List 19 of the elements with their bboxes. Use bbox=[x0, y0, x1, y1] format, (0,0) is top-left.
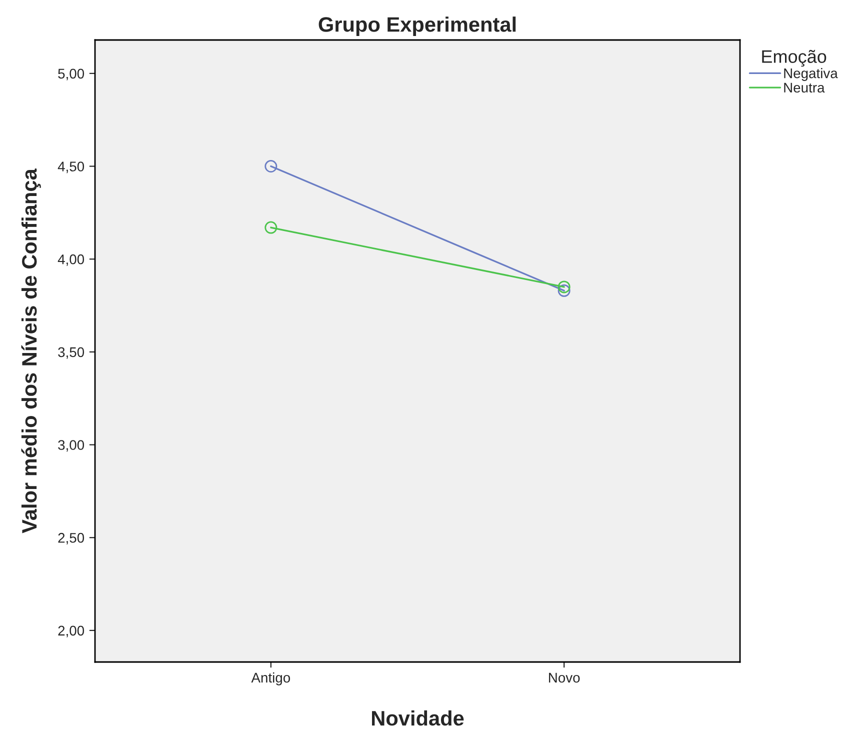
x-tick-label: Antigo bbox=[251, 672, 290, 686]
y-tick-label: 3,50 bbox=[58, 347, 84, 359]
point bbox=[558, 280, 570, 294]
y-tick-label: 4,50 bbox=[58, 162, 84, 174]
point bbox=[558, 284, 570, 297]
y-axis-title: Valor médio dos Níveis de Confiança bbox=[21, 168, 41, 534]
x-axis-title: Novidade bbox=[372, 710, 464, 726]
point bbox=[264, 160, 278, 173]
chart-title: Grupo Experimental bbox=[318, 16, 516, 36]
legend-label: Neutra bbox=[784, 82, 825, 93]
legend-title: Emoção bbox=[762, 50, 826, 67]
y-tick-label: 2,00 bbox=[58, 626, 84, 638]
point bbox=[264, 221, 278, 234]
y-tick-label: 5,00 bbox=[58, 68, 84, 80]
y-tick-label: 2,50 bbox=[58, 532, 84, 544]
y-tick-label: 4,00 bbox=[58, 254, 84, 266]
y-tick-label: 3,00 bbox=[58, 440, 84, 452]
legend-label: Negativa bbox=[784, 68, 838, 81]
x-tick-label: Novo bbox=[549, 672, 580, 683]
